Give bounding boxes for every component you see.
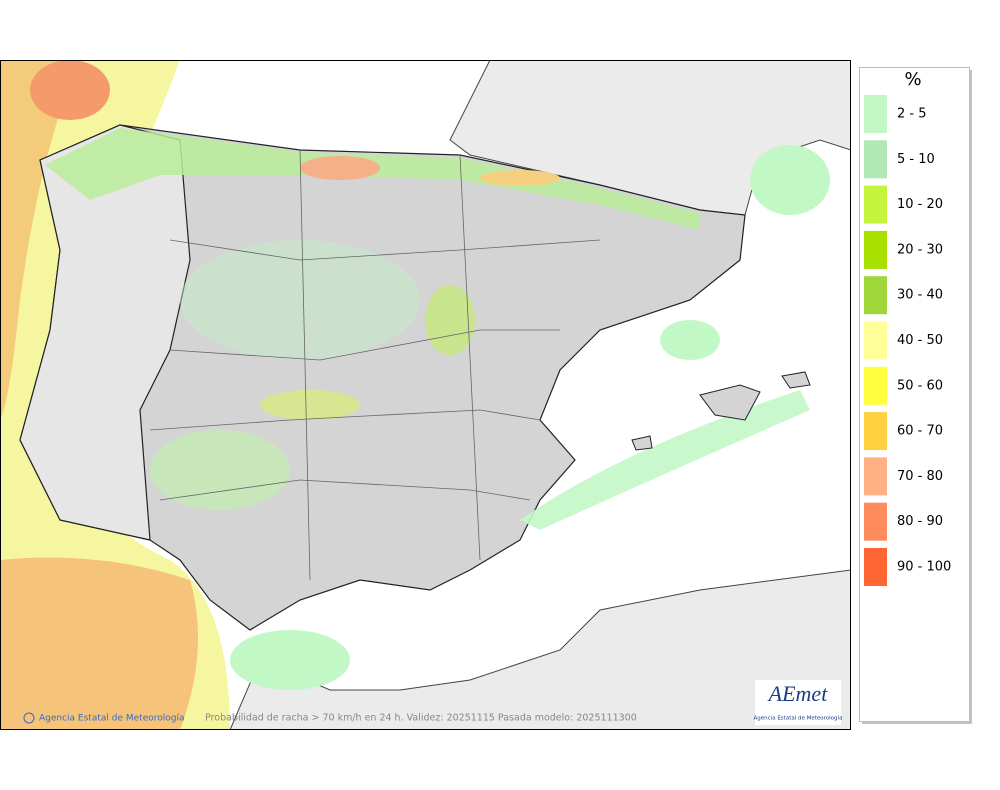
legend-label: 80 - 90 bbox=[897, 514, 943, 529]
legend-swatch bbox=[864, 457, 887, 496]
atlantic-band bbox=[0, 557, 198, 730]
legend-swatch bbox=[864, 230, 887, 269]
legend-label: 40 - 50 bbox=[897, 333, 943, 348]
sea-zone bbox=[230, 630, 350, 690]
legend-label: 70 - 80 bbox=[897, 469, 943, 484]
island bbox=[781, 371, 811, 389]
legend-label: 30 - 40 bbox=[897, 288, 943, 303]
legend-label: 10 - 20 bbox=[897, 197, 943, 212]
legend-swatch bbox=[864, 140, 887, 179]
legend-swatch bbox=[864, 185, 887, 224]
logo-subtitle: Agencia Estatal de Meteorología bbox=[754, 715, 843, 722]
region-borders bbox=[149, 149, 601, 581]
copyright-icon bbox=[23, 712, 35, 724]
legend-label: 90 - 100 bbox=[897, 560, 951, 575]
island bbox=[631, 435, 653, 451]
legend-swatch bbox=[864, 412, 887, 451]
map-frame bbox=[0, 60, 851, 730]
high-zone bbox=[480, 170, 560, 186]
zone bbox=[260, 390, 360, 420]
caption: Probabilidad de racha > 70 km/h en 24 h.… bbox=[205, 713, 637, 724]
atlantic-band bbox=[0, 60, 80, 420]
credit: Agencia Estatal de Meteorología bbox=[39, 714, 185, 724]
sea-zone bbox=[520, 390, 810, 530]
legend-swatch bbox=[864, 548, 887, 586]
zone bbox=[180, 240, 420, 360]
logo-box bbox=[755, 680, 841, 725]
north-zone bbox=[45, 128, 700, 230]
legend-title: % bbox=[904, 69, 921, 90]
legend-label: 20 - 30 bbox=[897, 242, 943, 257]
sea-zone bbox=[750, 145, 830, 215]
legend-swatch bbox=[864, 502, 887, 541]
legend-swatch bbox=[864, 366, 887, 405]
zone bbox=[425, 285, 475, 355]
legend-label: 5 - 10 bbox=[897, 152, 935, 167]
legend-swatch bbox=[864, 321, 887, 360]
high-zone bbox=[300, 156, 380, 180]
legend-label: 50 - 60 bbox=[897, 378, 943, 393]
logo-name: AEmet bbox=[767, 681, 829, 706]
legend-label: 60 - 70 bbox=[897, 424, 943, 439]
high-zone bbox=[30, 60, 110, 120]
zone bbox=[150, 430, 290, 510]
legend-swatch bbox=[864, 95, 887, 133]
island bbox=[699, 384, 761, 421]
sea-zone bbox=[660, 320, 720, 360]
legend-swatch bbox=[864, 276, 887, 315]
map bbox=[0, 60, 851, 730]
legend-items: 2 - 5 5 - 10 10 - 20 20 - 30 30 - 40 40 - 50 5… bbox=[864, 95, 951, 586]
legend-label: 2 - 5 bbox=[897, 107, 927, 122]
